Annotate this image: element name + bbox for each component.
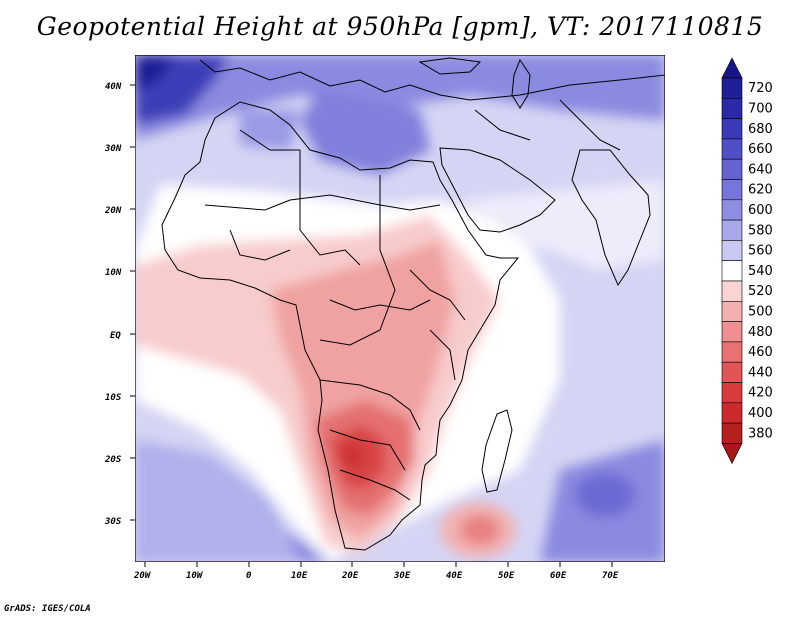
lon-label: 20W xyxy=(133,571,152,581)
colorbar-label: 560 xyxy=(748,244,773,259)
colorbar-label: 640 xyxy=(748,162,773,177)
colorbar-label: 480 xyxy=(748,325,773,340)
lat-label: 30N xyxy=(104,144,122,154)
colorbar-label: 540 xyxy=(748,264,773,279)
colorbar: 720 700 680 660 640 620 600 580 560 540 520 500 480 4… xyxy=(721,57,773,465)
colorbar-label: 680 xyxy=(748,122,773,137)
colorbar-label: 420 xyxy=(748,386,773,401)
lat-label: 20S xyxy=(104,455,122,465)
colorbar-swatch xyxy=(721,199,743,221)
colorbar-swatch xyxy=(721,361,743,383)
lon-label: 50E xyxy=(498,571,515,581)
colorbar-swatch xyxy=(721,300,743,322)
colorbar-swatch xyxy=(721,118,743,140)
colorbar-swatch xyxy=(721,341,743,363)
lat-label: 20N xyxy=(104,206,122,216)
colorbar-label: 460 xyxy=(748,345,773,360)
colorbar-label: 700 xyxy=(748,101,773,116)
colorbar-swatch xyxy=(721,138,743,160)
lon-label: 60E xyxy=(550,571,567,581)
colorbar-label: 380 xyxy=(748,426,773,441)
colorbar-bottom-arrow xyxy=(721,443,743,465)
lon-label: 20E xyxy=(341,571,359,581)
lon-label: 30E xyxy=(393,571,411,581)
lat-label: 10S xyxy=(105,393,122,403)
colorbar-swatch xyxy=(721,280,743,302)
colorbar-swatch xyxy=(721,382,743,404)
lon-label: 10W xyxy=(186,571,204,581)
colorbar-swatch xyxy=(721,240,743,261)
colorbar-swatch xyxy=(721,98,743,119)
lat-label: 10N xyxy=(105,268,122,278)
grads-credit: GrADS: IGES/COLA xyxy=(4,604,91,614)
colorbar-swatch xyxy=(721,219,743,241)
lat-label: 30S xyxy=(104,517,122,527)
colorbar-swatch xyxy=(721,179,743,201)
colorbar-label: 620 xyxy=(748,183,773,198)
colorbar-swatch xyxy=(721,158,743,180)
colorbar-swatch xyxy=(721,402,743,424)
colorbar-swatch xyxy=(721,422,743,444)
map-title: Geopotential Height at 950hPa [gpm], VT:… xyxy=(36,12,764,41)
colorbar-label: 580 xyxy=(748,223,773,238)
lon-label: 70E xyxy=(602,571,619,581)
lat-label: 40N xyxy=(105,82,122,92)
colorbar-swatch xyxy=(721,77,743,99)
colorbar-label: 500 xyxy=(748,304,773,319)
longitude-axis: 20W 10W 0 10E 20E 30E 40E 50E 60E 70E xyxy=(133,562,619,581)
latitude-axis: 40N 30N 20N 10N EQ 10S 20S 30S xyxy=(104,82,135,527)
map-plot-area xyxy=(135,55,665,562)
lon-label: 10E xyxy=(291,571,308,581)
colorbar-label: 520 xyxy=(748,284,773,299)
colorbar-label: 600 xyxy=(748,203,773,218)
colorbar-swatch xyxy=(721,321,743,343)
colorbar-label: 440 xyxy=(748,365,773,380)
lat-label: EQ xyxy=(110,331,121,341)
lon-label: 40E xyxy=(446,571,463,581)
coastlines xyxy=(161,57,665,551)
colorbar-label: 660 xyxy=(748,142,773,157)
colorbar-top-arrow xyxy=(721,57,743,79)
colorbar-label: 400 xyxy=(748,406,773,421)
colorbar-label: 720 xyxy=(748,81,773,96)
lon-label: 0 xyxy=(246,571,252,581)
colorbar-swatch xyxy=(721,260,743,282)
